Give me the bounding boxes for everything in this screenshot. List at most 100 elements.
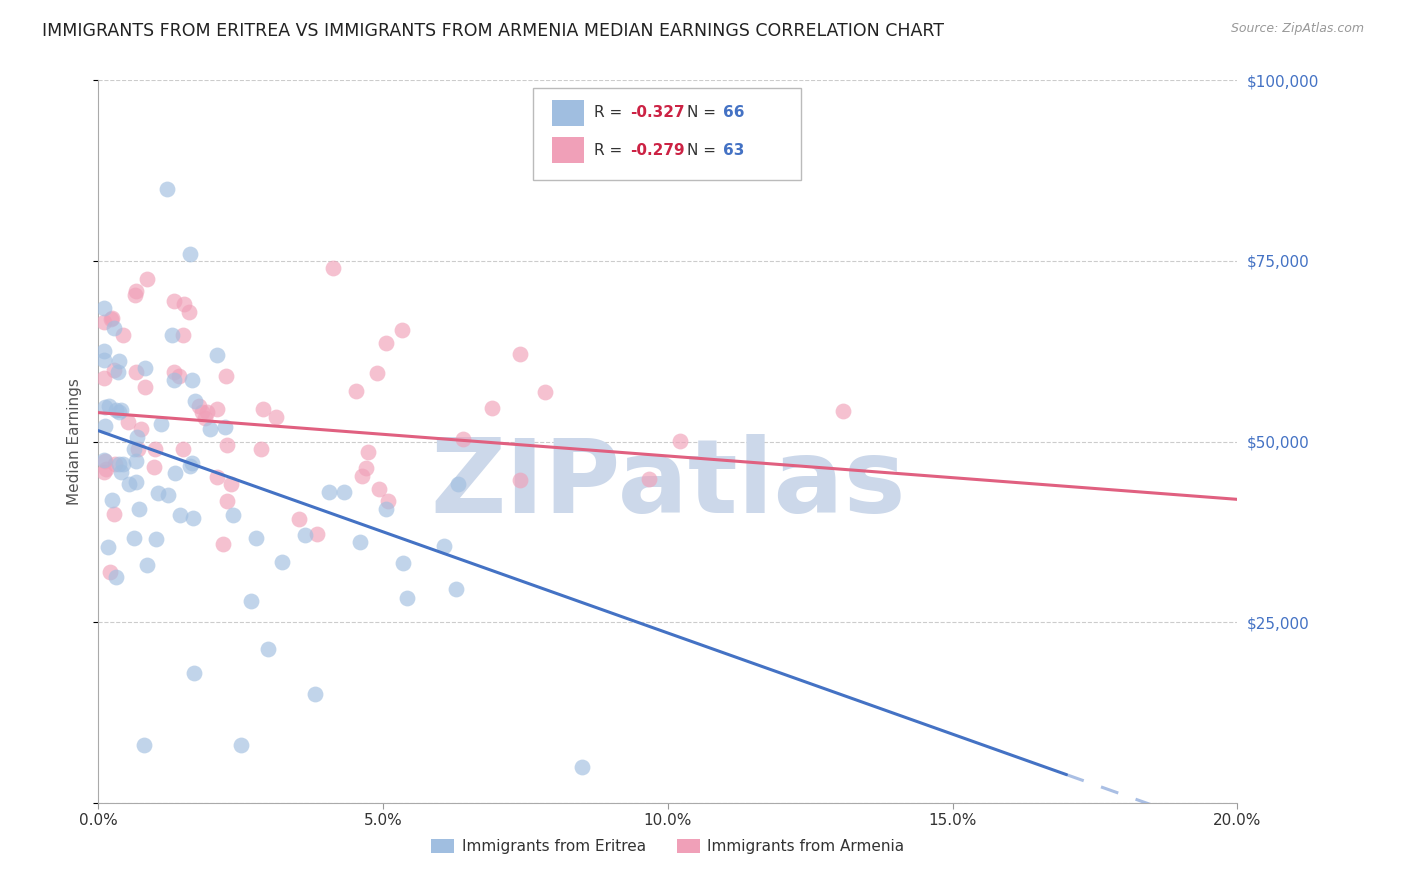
Point	[377, 494, 399, 508]
Point	[157, 488, 180, 502]
Point	[366, 366, 388, 380]
Point	[205, 402, 228, 417]
Point	[392, 556, 415, 570]
Point	[127, 442, 149, 456]
Point	[156, 181, 179, 195]
Point	[149, 417, 172, 431]
FancyBboxPatch shape	[533, 87, 801, 180]
Point	[100, 310, 122, 325]
Point	[245, 531, 267, 545]
Point	[134, 380, 156, 394]
Point	[125, 284, 148, 298]
Point	[181, 511, 204, 525]
Point	[103, 321, 125, 335]
Point	[446, 582, 468, 596]
Text: -0.279: -0.279	[630, 143, 685, 158]
Point	[205, 348, 228, 362]
Point	[134, 360, 156, 375]
Point	[195, 405, 218, 419]
Point	[93, 465, 115, 479]
Point	[250, 442, 273, 456]
Point	[122, 442, 145, 456]
Point	[190, 405, 212, 419]
Point	[104, 402, 127, 417]
Text: ZIPatlas: ZIPatlas	[430, 434, 905, 535]
Point	[357, 444, 380, 458]
Point	[122, 531, 145, 545]
Text: -0.327: -0.327	[630, 105, 685, 120]
FancyBboxPatch shape	[551, 137, 583, 163]
Point	[100, 492, 122, 507]
Point	[395, 591, 418, 605]
Point	[453, 432, 475, 446]
Point	[124, 454, 146, 468]
Point	[637, 472, 659, 486]
Text: 66: 66	[723, 105, 744, 120]
Point	[93, 343, 115, 358]
Point	[354, 460, 377, 475]
Point	[344, 384, 367, 398]
Point	[93, 301, 115, 316]
Text: N =: N =	[688, 143, 721, 158]
Point	[350, 468, 373, 483]
Point	[333, 485, 356, 500]
Point	[93, 315, 115, 329]
Text: R =: R =	[593, 143, 627, 158]
Point	[94, 419, 117, 434]
Point	[93, 371, 115, 385]
Point	[177, 305, 200, 319]
Point	[187, 399, 209, 413]
Point	[181, 373, 204, 387]
Point	[217, 438, 239, 452]
Point	[318, 485, 340, 500]
Point	[104, 457, 127, 471]
FancyBboxPatch shape	[551, 100, 583, 126]
Point	[183, 665, 205, 680]
Point	[118, 476, 141, 491]
Point	[221, 476, 243, 491]
Point	[252, 401, 274, 416]
Point	[129, 422, 152, 436]
Point	[146, 486, 169, 500]
Point	[179, 246, 201, 260]
Point	[111, 457, 134, 471]
Point	[374, 336, 396, 351]
Point	[294, 527, 316, 541]
Point	[124, 475, 146, 489]
Point	[124, 288, 146, 302]
Point	[94, 454, 117, 468]
Point	[368, 482, 391, 496]
Point	[266, 409, 288, 424]
Point	[98, 565, 121, 579]
Point	[509, 473, 531, 487]
Point	[93, 453, 115, 467]
Point	[172, 328, 194, 343]
Text: 63: 63	[723, 143, 744, 158]
Point	[184, 393, 207, 408]
Point	[128, 501, 150, 516]
Point	[215, 494, 238, 508]
Point	[256, 641, 278, 656]
Point	[108, 457, 131, 471]
Text: R =: R =	[593, 105, 627, 120]
Point	[103, 363, 125, 377]
Point	[163, 374, 186, 388]
Point	[180, 457, 202, 471]
Point	[93, 400, 115, 414]
Point	[145, 533, 167, 547]
Point	[229, 738, 252, 752]
Point	[669, 434, 692, 448]
Text: N =: N =	[688, 105, 721, 120]
Point	[125, 365, 148, 379]
Point	[481, 401, 503, 415]
Point	[214, 368, 236, 383]
Point	[132, 738, 155, 752]
Point	[104, 570, 127, 584]
Point	[391, 323, 413, 337]
Point	[142, 460, 165, 475]
Point	[163, 466, 186, 480]
Point	[446, 477, 468, 491]
Point	[172, 442, 194, 456]
Point	[135, 558, 157, 573]
Point	[112, 328, 135, 343]
